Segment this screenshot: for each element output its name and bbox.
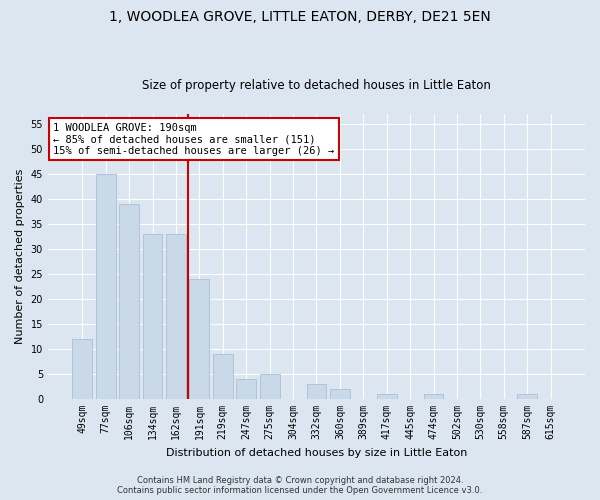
Bar: [119, 204, 139, 399]
Bar: [190, 279, 209, 399]
Bar: [166, 234, 186, 399]
Text: 1, WOODLEA GROVE, LITTLE EATON, DERBY, DE21 5EN: 1, WOODLEA GROVE, LITTLE EATON, DERBY, D…: [109, 10, 491, 24]
Text: 1 WOODLEA GROVE: 190sqm
← 85% of detached houses are smaller (151)
15% of semi-d: 1 WOODLEA GROVE: 190sqm ← 85% of detache…: [53, 122, 335, 156]
Bar: [96, 174, 116, 399]
Text: Contains HM Land Registry data © Crown copyright and database right 2024.
Contai: Contains HM Land Registry data © Crown c…: [118, 476, 482, 495]
Bar: [307, 384, 326, 399]
X-axis label: Distribution of detached houses by size in Little Eaton: Distribution of detached houses by size …: [166, 448, 467, 458]
Title: Size of property relative to detached houses in Little Eaton: Size of property relative to detached ho…: [142, 79, 491, 92]
Bar: [73, 339, 92, 399]
Bar: [143, 234, 163, 399]
Bar: [260, 374, 280, 399]
Bar: [517, 394, 537, 399]
Bar: [377, 394, 397, 399]
Y-axis label: Number of detached properties: Number of detached properties: [15, 169, 25, 344]
Bar: [424, 394, 443, 399]
Bar: [236, 379, 256, 399]
Bar: [213, 354, 233, 399]
Bar: [330, 389, 350, 399]
